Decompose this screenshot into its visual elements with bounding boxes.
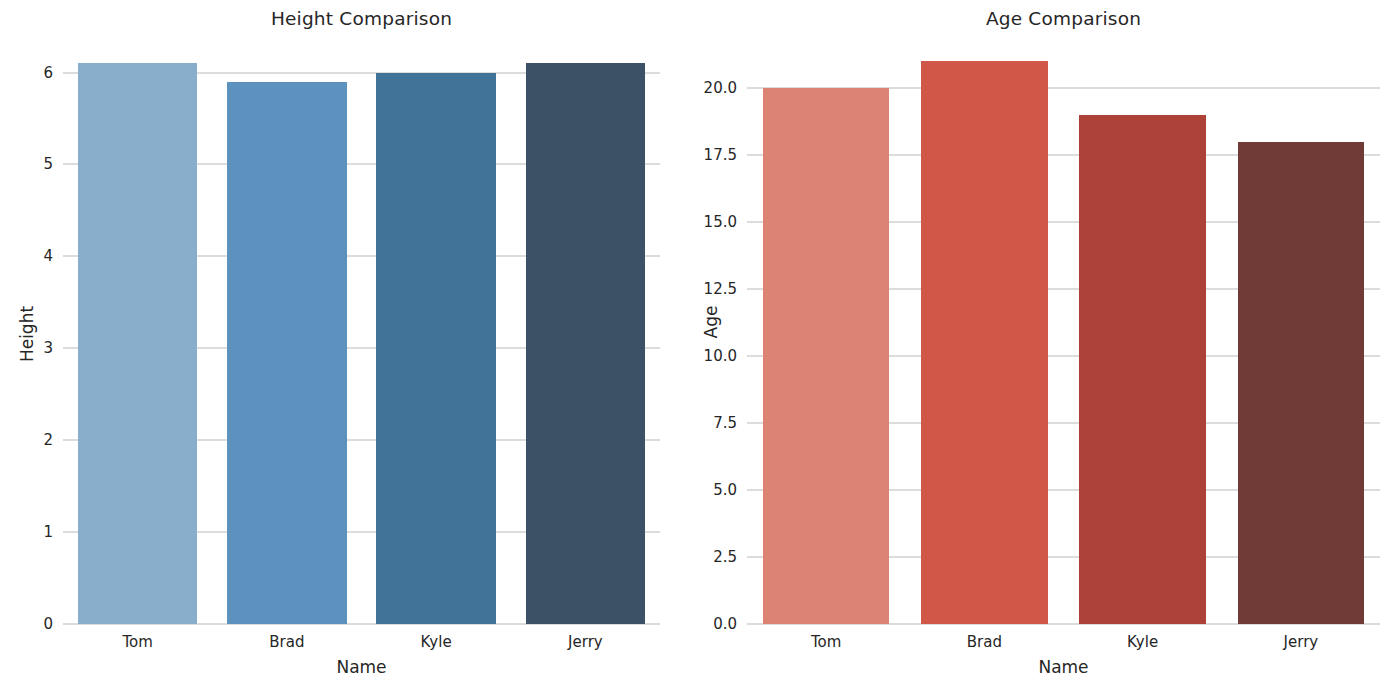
y-tick-label: 0 <box>43 617 53 632</box>
y-axis-label-height: Height <box>17 306 37 362</box>
y-tick-label: 7.5 <box>713 415 737 430</box>
x-tick-label: Tom <box>811 633 841 651</box>
x-tick-label: Brad <box>967 633 1002 651</box>
y-tick-label: 20.0 <box>704 80 737 95</box>
bar-kyle <box>376 73 495 624</box>
bar-jerry <box>1238 142 1365 625</box>
y-tick-label: 1 <box>43 525 53 540</box>
bar-jerry <box>526 63 645 624</box>
x-tick-label: Brad <box>269 633 304 651</box>
y-tick-label: 4 <box>43 249 53 264</box>
chart-title-height: Height Comparison <box>63 8 660 29</box>
figure-canvas: Height Comparison Age Comparison Height … <box>0 0 1389 690</box>
bar-kyle <box>1079 115 1206 624</box>
chart-title-age: Age Comparison <box>747 8 1380 29</box>
x-axis-label-name-left: Name <box>63 657 660 677</box>
bar-brad <box>227 82 346 624</box>
y-tick-label: 2 <box>43 433 53 448</box>
y-tick-label: 3 <box>43 341 53 356</box>
y-tick-label: 10.0 <box>704 348 737 363</box>
age-chart-plot-area: 0.02.55.07.510.012.515.017.520.0TomBradK… <box>747 45 1380 624</box>
y-tick-label: 15.0 <box>704 214 737 229</box>
x-tick-label: Kyle <box>1127 633 1158 651</box>
y-tick-label: 5.0 <box>713 482 737 497</box>
bar-tom <box>78 63 197 624</box>
y-tick-label: 2.5 <box>713 550 737 565</box>
bar-brad <box>921 61 1048 624</box>
x-axis-label-name-right: Name <box>747 657 1380 677</box>
x-tick-label: Jerry <box>568 633 603 651</box>
x-tick-label: Tom <box>122 633 152 651</box>
x-tick-label: Kyle <box>421 633 452 651</box>
y-tick-label: 12.5 <box>704 281 737 296</box>
y-tick-label: 17.5 <box>704 147 737 162</box>
y-tick-label: 0.0 <box>713 617 737 632</box>
y-axis-label-age: Age <box>701 306 721 339</box>
bar-tom <box>763 88 890 624</box>
y-tick-label: 6 <box>43 65 53 80</box>
y-tick-label: 5 <box>43 157 53 172</box>
height-chart-plot-area: 0123456TomBradKyleJerry <box>63 45 660 624</box>
x-tick-label: Jerry <box>1284 633 1319 651</box>
